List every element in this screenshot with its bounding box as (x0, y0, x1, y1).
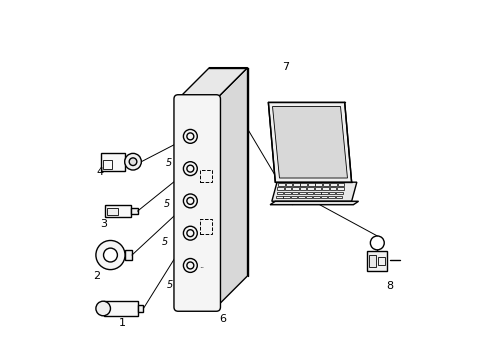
Bar (314, 187, 321, 190)
Bar (305, 196, 312, 198)
Bar (300, 183, 307, 186)
Bar (322, 183, 329, 186)
Text: ..: .. (198, 261, 204, 270)
Circle shape (129, 158, 137, 166)
Bar (285, 183, 292, 186)
Polygon shape (268, 102, 351, 182)
Bar (315, 183, 321, 186)
Bar (103, 160, 111, 169)
Polygon shape (270, 201, 358, 205)
Bar (138, 305, 143, 312)
Circle shape (96, 301, 110, 316)
Bar (283, 196, 290, 198)
Bar (336, 192, 342, 194)
Bar (125, 250, 132, 260)
Bar (329, 187, 336, 190)
Polygon shape (216, 68, 247, 307)
Bar (328, 196, 334, 198)
Bar (299, 192, 305, 194)
Text: 3: 3 (100, 219, 107, 229)
Text: 5: 5 (164, 198, 170, 209)
Bar (369, 255, 375, 267)
Bar (290, 196, 297, 198)
Bar (322, 187, 328, 190)
Bar (320, 196, 327, 198)
Bar (103, 301, 138, 316)
Bar (377, 257, 385, 265)
Text: 6: 6 (219, 314, 226, 324)
Polygon shape (271, 182, 356, 201)
Bar (335, 196, 342, 198)
Bar (313, 192, 320, 194)
Text: 8: 8 (385, 281, 393, 291)
Bar (307, 183, 314, 186)
Bar (337, 183, 344, 186)
Text: 4: 4 (96, 167, 103, 177)
Bar (307, 187, 313, 190)
Bar (284, 192, 290, 194)
Text: 7: 7 (282, 62, 289, 73)
Bar (321, 192, 327, 194)
Text: 1: 1 (119, 318, 126, 328)
Bar (200, 170, 212, 182)
Bar (291, 192, 298, 194)
Text: 5: 5 (161, 237, 167, 247)
Bar (292, 187, 298, 190)
Bar (298, 196, 304, 198)
Bar (313, 196, 319, 198)
Bar (276, 192, 283, 194)
Bar (293, 183, 299, 186)
FancyBboxPatch shape (174, 95, 220, 311)
Bar (200, 219, 212, 234)
Circle shape (124, 153, 141, 170)
Bar (131, 208, 137, 214)
Text: 5: 5 (167, 280, 173, 289)
Bar (278, 183, 284, 186)
Text: 5: 5 (166, 158, 172, 168)
Polygon shape (178, 68, 247, 99)
Text: 2: 2 (93, 271, 100, 281)
Bar (107, 208, 118, 215)
Circle shape (103, 248, 117, 262)
Bar (277, 187, 284, 190)
Bar (105, 205, 131, 217)
Bar (336, 187, 343, 190)
Bar (306, 192, 313, 194)
Polygon shape (272, 107, 347, 178)
Bar (284, 187, 291, 190)
Circle shape (96, 240, 125, 270)
Bar (276, 196, 282, 198)
Bar (101, 153, 124, 171)
Bar (367, 251, 387, 271)
Bar (299, 187, 306, 190)
Bar (330, 183, 336, 186)
Bar (328, 192, 335, 194)
